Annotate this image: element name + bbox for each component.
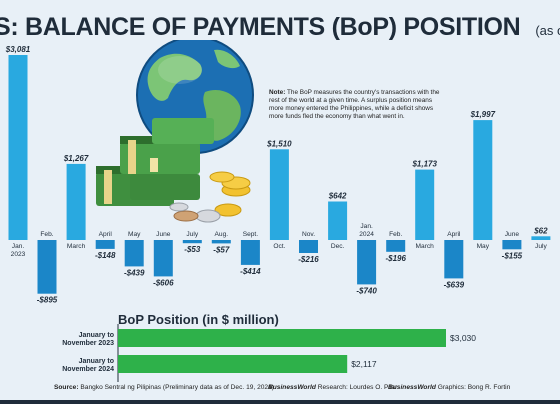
- summary-value-0: $3,030: [450, 333, 476, 343]
- footer-source: Source: Bangko Sentral ng Pilipinas (Pre…: [54, 384, 274, 391]
- value-label-7: -$57: [213, 245, 230, 254]
- bar-7: [211, 240, 231, 244]
- bop-summary-chart: January to November 2023 $3,030 January to N…: [62, 324, 476, 382]
- bar-11: [328, 201, 348, 240]
- value-label-16: $1,997: [470, 110, 496, 119]
- value-label-0: $3,081: [5, 45, 31, 54]
- value-label-2: $1,267: [63, 154, 89, 163]
- category-label-9: Oct.: [273, 243, 285, 250]
- bar-17: [502, 240, 522, 250]
- category-label-12: Jan. 2024: [359, 223, 374, 238]
- summary-bar-0: [118, 329, 446, 347]
- bar-8: [240, 240, 260, 265]
- value-label-15: -$639: [444, 280, 465, 289]
- footer-research: BusinessWorld Research: Lourdes O. Pilar: [268, 384, 397, 391]
- value-label-3: -$148: [95, 251, 116, 260]
- bar-2: [66, 163, 86, 240]
- category-label-6: July: [186, 231, 198, 238]
- page-title: S: BALANCE OF PAYMENTS (BoP) POSITION (a…: [0, 6, 560, 41]
- summary-category-1: January to November 2024: [62, 358, 114, 373]
- bar-6: [182, 240, 202, 244]
- value-label-11: $642: [328, 192, 347, 201]
- category-label-14: March: [416, 243, 435, 250]
- value-label-6: -$53: [184, 245, 201, 254]
- value-label-1: -$895: [37, 296, 58, 305]
- bar-5: [153, 240, 173, 277]
- coins-icon: [169, 171, 251, 223]
- value-label-5: -$606: [153, 278, 174, 287]
- category-label-0: Jan. 2023: [11, 243, 26, 258]
- footer-graphics: BusinessWorld Graphics: Bong R. Fortin: [388, 384, 510, 391]
- category-label-11: Dec.: [331, 243, 345, 250]
- value-label-18: $62: [533, 226, 548, 235]
- bar-18: [531, 236, 551, 240]
- monthly-bop-chart: $3,081 Jan. 2023 -$895 Feb. $1,267 March -$148 A…: [5, 40, 551, 305]
- source-text: Bangko Sentral ng Pilipinas (Preliminary…: [80, 384, 274, 391]
- value-label-12: -$740: [356, 286, 377, 295]
- bar-16: [473, 120, 493, 240]
- bar-10: [299, 240, 318, 253]
- category-label-2: March: [67, 243, 86, 250]
- bar-13: [386, 240, 406, 252]
- research-brand: BusinessWorld: [268, 384, 316, 391]
- note-label: Note:: [269, 89, 286, 96]
- category-label-15: April: [447, 231, 461, 238]
- research-text: Research: Lourdes O. Pilar: [315, 384, 398, 391]
- category-label-10: Nov.: [302, 231, 315, 238]
- cash-stack-icon: [96, 118, 214, 206]
- category-label-18: July: [535, 243, 547, 250]
- category-label-4: May: [128, 231, 141, 238]
- summary-category-0: January to November 2023: [62, 332, 114, 347]
- note-text: The BoP measures the country's transacti…: [269, 89, 440, 120]
- category-label-16: May: [477, 243, 490, 250]
- value-label-17: -$155: [502, 251, 523, 260]
- graphics-text: Graphics: Bong R. Fortin: [435, 384, 511, 391]
- value-label-14: $1,173: [411, 160, 437, 169]
- footer: Source: Bangko Sentral ng Pilipinas (Pre…: [0, 384, 560, 396]
- summary-value-1: $2,117: [351, 359, 377, 369]
- category-label-8: Sept.: [243, 231, 259, 238]
- category-label-5: June: [156, 231, 171, 238]
- summary-bar-1: [118, 355, 348, 373]
- bar-1: [37, 240, 57, 294]
- summary-title: BoP Position (in $ million): [118, 312, 279, 327]
- category-label-1: Feb.: [40, 231, 53, 238]
- bar-4: [124, 240, 144, 267]
- category-label-7: Aug.: [215, 231, 229, 238]
- value-label-4: -$439: [124, 268, 145, 277]
- value-label-13: -$196: [385, 254, 406, 263]
- value-label-10: -$216: [298, 255, 319, 264]
- graphics-brand: BusinessWorld: [388, 384, 436, 391]
- value-label-8: -$414: [240, 267, 261, 276]
- title-subtitle: (as of November 2024): [535, 23, 560, 38]
- chart-note: Note: The BoP measures the country's tra…: [269, 89, 447, 121]
- title-main: S: BALANCE OF PAYMENTS (BoP) POSITION: [0, 13, 521, 41]
- bar-0: [8, 55, 28, 240]
- source-label: Source:: [54, 384, 79, 391]
- category-label-13: Feb.: [389, 231, 402, 238]
- bar-12: [357, 240, 377, 285]
- category-label-17: June: [505, 231, 520, 238]
- bar-3: [95, 240, 115, 249]
- bottom-rule: [0, 400, 560, 404]
- category-label-3: April: [99, 231, 113, 238]
- bar-14: [415, 169, 435, 240]
- bar-9: [269, 149, 289, 240]
- bar-15: [444, 240, 464, 279]
- value-label-9: $1,510: [266, 139, 292, 148]
